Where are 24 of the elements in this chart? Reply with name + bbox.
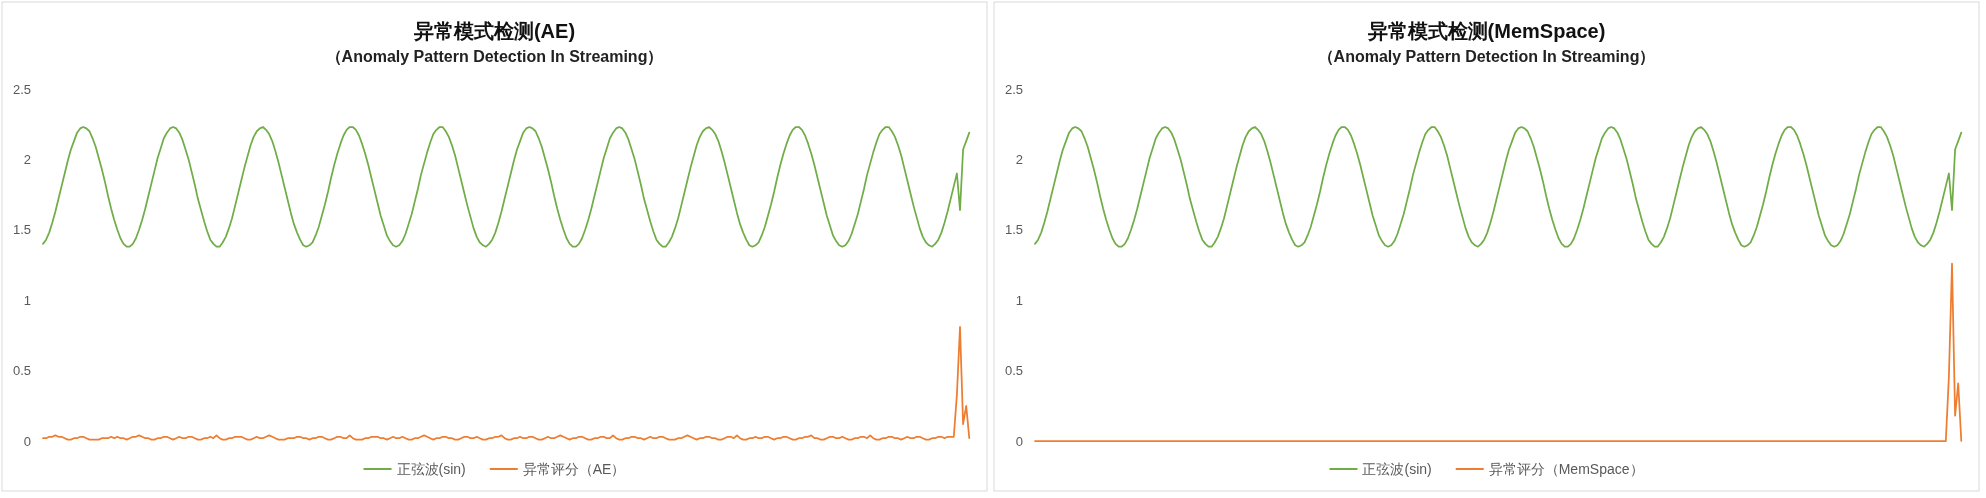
y-tick-label: 2 xyxy=(23,151,31,167)
y-tick-label: 2.5 xyxy=(12,81,31,97)
line-series xyxy=(1034,262,1963,442)
y-tick-label: 1.5 xyxy=(12,222,31,238)
legend-label: 异常评分（MemSpace） xyxy=(1488,461,1644,477)
y-tick-label: 2.5 xyxy=(1004,81,1023,97)
chart-subtitle: （Anomaly Pattern Detection In Streaming） xyxy=(325,48,664,66)
line-series xyxy=(42,126,971,248)
legend-label: 正弦波(sin) xyxy=(1362,461,1432,477)
y-tick-label: 0.5 xyxy=(12,363,31,379)
chart-title: 异常模式检测(AE) xyxy=(412,20,576,42)
y-tick-label: 2 xyxy=(1015,151,1023,167)
y-tick-label: 1 xyxy=(23,292,31,308)
y-tick-label: 1 xyxy=(1015,292,1023,308)
y-tick-label: 1.5 xyxy=(1004,222,1023,238)
y-tick-label: 0 xyxy=(1015,433,1023,449)
y-tick-label: 0.5 xyxy=(1004,363,1023,379)
line-series xyxy=(1034,126,1963,248)
line-series xyxy=(42,326,971,441)
chart-subtitle: （Anomaly Pattern Detection In Streaming） xyxy=(1317,48,1656,66)
chart-title: 异常模式检测(MemSpace) xyxy=(1366,20,1606,42)
legend-label: 正弦波(sin) xyxy=(396,461,466,477)
legend-label: 异常评分（AE） xyxy=(522,461,626,477)
y-tick-label: 0 xyxy=(23,433,31,449)
